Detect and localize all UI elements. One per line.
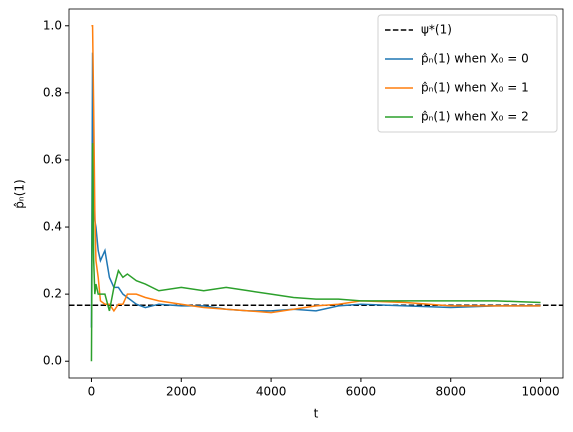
y-tick-label: 0.4	[43, 220, 62, 234]
x-axis-label: t	[314, 407, 319, 421]
x-tick-label: 10000	[521, 385, 559, 399]
legend-label: ψ*(1)	[421, 23, 452, 37]
series-line	[90, 52, 541, 328]
y-tick-label: 0.2	[43, 287, 62, 301]
y-tick-label: 0.0	[43, 354, 62, 368]
legend-box	[377, 14, 558, 133]
y-tick-label: 0.6	[43, 152, 62, 166]
y-tick-label: 0.8	[43, 85, 62, 99]
series-line	[91, 25, 541, 314]
y-tick-label: 1.0	[43, 18, 62, 32]
x-tick-label: 4000	[256, 385, 287, 399]
plot-frame	[68, 8, 564, 379]
x-tick-label: 2000	[166, 385, 197, 399]
x-tick-label: 8000	[435, 385, 466, 399]
y-axis-label: p̂ₙ(1)	[13, 179, 27, 208]
x-tick-label: 0	[88, 385, 96, 399]
series-line	[90, 143, 541, 362]
legend-label: p̂ₙ(1) when X₀ = 0	[421, 52, 529, 66]
legend-label: p̂ₙ(1) when X₀ = 1	[421, 81, 529, 95]
x-tick-label: 6000	[346, 385, 377, 399]
legend-label: p̂ₙ(1) when X₀ = 2	[421, 110, 529, 124]
